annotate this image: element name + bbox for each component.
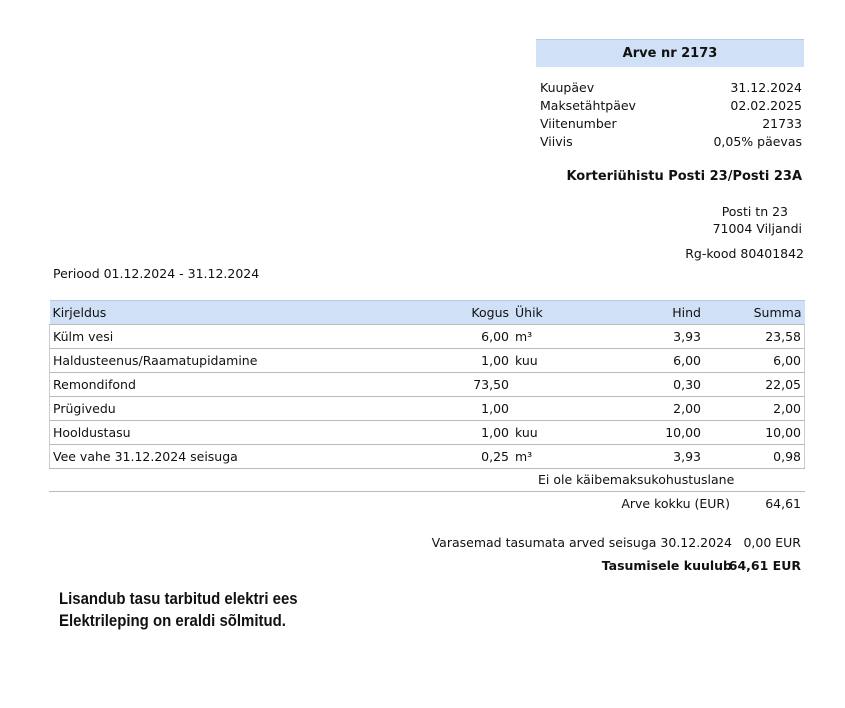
cell-sum: 2,00 [704, 396, 805, 421]
header-unit: Ühik [512, 300, 578, 325]
table-row: Haldusteenus/Raamatupidamine 1,00 kuu 6,00 6… [49, 348, 805, 373]
note-line1: Lisandub tasu tarbitud elektri ees [59, 589, 298, 608]
previous-value: 0,00 EUR [743, 535, 801, 550]
cell-description: Vee vahe 31.12.2024 seisuga [49, 444, 451, 469]
meta-value: 02.02.2025 [730, 98, 802, 113]
table-header: Kirjeldus Kogus Ühik Hind Summa [49, 300, 805, 325]
cell-sum: 0,98 [704, 444, 805, 469]
meta-due-date: Maksetähtpäev 02.02.2025 [540, 97, 802, 115]
meta-penalty: Viivis 0,05% päevas [540, 133, 802, 151]
table-row: Hooldustasu 1,00 kuu 10,00 10,00 [49, 420, 805, 445]
cell-sum: 6,00 [704, 348, 805, 373]
meta-value: 31.12.2024 [730, 80, 802, 95]
reg-code: Rg-kood 80401842 [685, 246, 804, 261]
cell-unit: m³ [512, 324, 578, 349]
table-row: Remondifond 73,50 0,30 22,05 [49, 372, 805, 397]
cell-unit: kuu [512, 348, 578, 373]
meta-date: Kuupäev 31.12.2024 [540, 79, 802, 97]
cell-description: Prügivedu [49, 396, 451, 421]
header-sum: Summa [704, 300, 805, 325]
cell-unit [512, 372, 578, 397]
cell-price: 3,93 [578, 444, 704, 469]
cell-quantity: 1,00 [451, 396, 512, 421]
cell-quantity: 6,00 [451, 324, 512, 349]
table-row: Prügivedu 1,00 2,00 2,00 [49, 396, 805, 421]
table-row: Vee vahe 31.12.2024 seisuga 0,25 m³ 3,93 0,9… [49, 444, 805, 469]
cell-price: 3,93 [578, 324, 704, 349]
cell-unit: m³ [512, 444, 578, 469]
previous-label: Varasemad tasumata arved seisuga 30.12.2… [431, 535, 732, 550]
cell-description: Külm vesi [49, 324, 451, 349]
address-line1: Posti tn 23 [721, 204, 788, 219]
cell-unit: kuu [512, 420, 578, 445]
cell-description: Hooldustasu [49, 420, 451, 445]
cell-unit [512, 396, 578, 421]
meta-label: Kuupäev [540, 80, 595, 95]
vat-note: Ei ole käibemaksukohustuslane [538, 472, 735, 487]
header-description: Kirjeldus [49, 300, 451, 325]
cell-price: 2,00 [578, 396, 704, 421]
cell-price: 6,00 [578, 348, 704, 373]
meta-value: 0,05% päevas [713, 134, 802, 149]
cell-sum: 10,00 [704, 420, 805, 445]
cell-quantity: 1,00 [451, 420, 512, 445]
cell-quantity: 1,00 [451, 348, 512, 373]
cell-description: Remondifond [49, 372, 451, 397]
table-row: Külm vesi 6,00 m³ 3,93 23,58 [49, 324, 805, 349]
note-line2: Elektrileping on eraldi sõlmitud. [59, 611, 286, 630]
header-quantity: Kogus [451, 300, 512, 325]
meta-reference: Viitenumber 21733 [540, 115, 802, 133]
address-line2: 71004 Viljandi [712, 221, 802, 236]
cell-sum: 22,05 [704, 372, 805, 397]
cell-quantity: 73,50 [451, 372, 512, 397]
cell-price: 10,00 [578, 420, 704, 445]
cell-quantity: 0,25 [451, 444, 512, 469]
meta-label: Viivis [540, 134, 573, 149]
period: Periood 01.12.2024 - 31.12.2024 [53, 266, 260, 281]
meta-label: Maksetähtpäev [540, 98, 636, 113]
meta-label: Viitenumber [540, 116, 617, 131]
total-value: 64,61 [765, 496, 801, 511]
total-label: Arve kokku (EUR) [621, 496, 730, 511]
header-price: Hind [578, 300, 704, 325]
due-value: 64,61 EUR [728, 558, 801, 573]
company-name: Korteriühistu Posti 23/Posti 23A [566, 169, 802, 184]
cell-sum: 23,58 [704, 324, 805, 349]
meta-value: 21733 [762, 116, 802, 131]
cell-description: Haldusteenus/Raamatupidamine [49, 348, 451, 373]
divider [49, 491, 805, 492]
invoice-title: Arve nr 2173 [536, 39, 804, 67]
invoice-table: Kirjeldus Kogus Ühik Hind Summa Külm ves… [49, 300, 805, 469]
due-label: Tasumisele kuulub [601, 558, 732, 573]
cell-price: 0,30 [578, 372, 704, 397]
